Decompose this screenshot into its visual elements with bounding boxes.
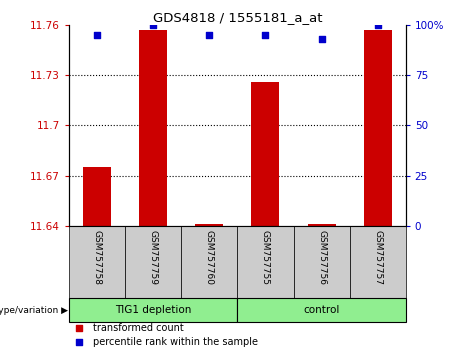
Bar: [139, 30, 167, 226]
Text: TIG1 depletion: TIG1 depletion: [115, 305, 191, 315]
Bar: [125, 226, 181, 298]
Bar: [83, 167, 111, 226]
Text: GSM757755: GSM757755: [261, 230, 270, 285]
Point: [76, 339, 83, 345]
Bar: [69, 226, 125, 298]
Text: genotype/variation ▶: genotype/variation ▶: [0, 306, 68, 314]
Point: [318, 36, 325, 42]
Bar: [251, 82, 279, 226]
Bar: [237, 298, 406, 322]
Text: transformed count: transformed count: [93, 324, 183, 333]
Title: GDS4818 / 1555181_a_at: GDS4818 / 1555181_a_at: [153, 11, 322, 24]
Text: GSM757759: GSM757759: [149, 230, 158, 285]
Bar: [195, 224, 224, 226]
Text: GSM757758: GSM757758: [93, 230, 102, 285]
Bar: [294, 226, 349, 298]
Point: [206, 32, 213, 38]
Point: [149, 22, 157, 28]
Bar: [181, 226, 237, 298]
Bar: [307, 224, 336, 226]
Point: [374, 22, 381, 28]
Bar: [349, 226, 406, 298]
Text: percentile rank within the sample: percentile rank within the sample: [93, 337, 258, 347]
Text: GSM757760: GSM757760: [205, 230, 214, 285]
Point: [262, 32, 269, 38]
Text: GSM757756: GSM757756: [317, 230, 326, 285]
Text: control: control: [303, 305, 340, 315]
Text: GSM757757: GSM757757: [373, 230, 382, 285]
Point: [94, 32, 101, 38]
Bar: [364, 30, 392, 226]
Bar: [69, 298, 237, 322]
Bar: [237, 226, 294, 298]
Point: [76, 326, 83, 331]
